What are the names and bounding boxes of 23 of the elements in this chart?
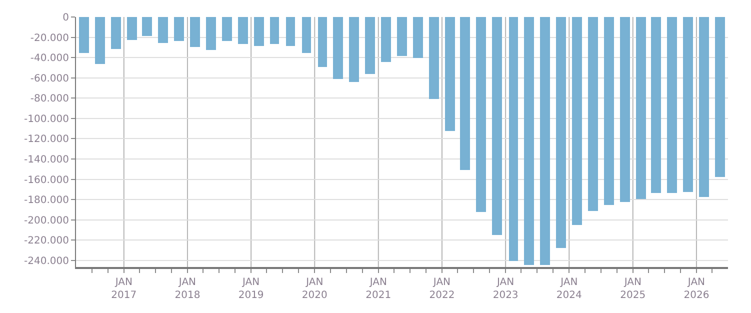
y-tick-label: -160.000 [24, 174, 69, 186]
y-tick-label: -180.000 [24, 195, 69, 206]
y-tick-label: -40.000 [30, 53, 69, 64]
x-tick-label: JAN 2021 [366, 277, 392, 301]
x-tick-label: JAN 2020 [302, 277, 328, 301]
x-tick-label: JAN 2023 [492, 277, 518, 301]
x-tick-label: JAN 2022 [429, 277, 455, 301]
y-tick-label: -240.000 [24, 256, 69, 267]
y-tick-label: -120.000 [24, 134, 69, 146]
y-tick-label: -80.000 [30, 94, 69, 105]
y-tick-label: 0 [62, 12, 69, 24]
x-tick-label: JAN 2019 [238, 277, 264, 301]
x-tick-label: JAN 2026 [684, 277, 710, 301]
x-tick-label: JAN 2017 [111, 277, 137, 301]
x-tick-label: JAN 2025 [620, 277, 646, 301]
y-tick-label: -60.000 [30, 73, 69, 84]
y-tick-label: -100.000 [24, 114, 69, 125]
y-tick-label: -140.000 [24, 154, 69, 166]
x-tick-label: JAN 2024 [556, 277, 582, 301]
y-tick-label: -20.000 [30, 32, 69, 44]
x-tick-label: JAN 2018 [174, 277, 200, 301]
y-tick-label: -200.000 [24, 215, 69, 226]
y-tick-label: -220.000 [24, 236, 69, 247]
